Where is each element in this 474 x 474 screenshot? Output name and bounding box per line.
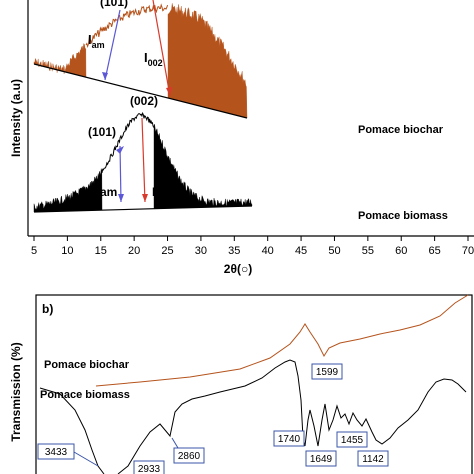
peak-label-2860: 2860 <box>171 437 205 464</box>
peak-label-3433: 3433 <box>37 443 99 467</box>
x-tick-label: 10 <box>61 245 73 257</box>
svg-text:1740: 1740 <box>278 434 301 445</box>
biomass-i-am-label: am <box>100 185 117 199</box>
biomass-peak-002-label: (002) <box>130 94 158 108</box>
biomass-xrd-curve <box>33 111 253 213</box>
peak-label-1649: 1649 <box>305 450 337 467</box>
x-tick-label: 45 <box>295 245 307 257</box>
x-axis-label: 2θ(○) <box>224 262 252 276</box>
biochar-peak-101-label: (101) <box>100 0 128 9</box>
biomass-i-am-arrowhead <box>118 194 124 202</box>
biochar-baseline <box>33 63 248 119</box>
peak-label-2933: 2933 <box>133 460 165 474</box>
biomass-i-002-arrowhead <box>142 194 148 202</box>
ftir-biochar-label: Pomace biochar <box>44 359 130 371</box>
ftir-y-axis-label: Transmission (%) <box>9 342 23 441</box>
x-axis-ticks: 5 10 15 20 25 30 35 40 45 50 55 60 65 70 <box>31 236 474 257</box>
x-tick-label: 35 <box>228 245 240 257</box>
ftir-panel: b) Transmission (%) Pomace biochar Pomac… <box>9 294 473 474</box>
peak-label-1455: 1455 <box>336 431 368 448</box>
biomass-series-label: Pomace biomass <box>358 210 448 222</box>
svg-text:2860: 2860 <box>178 451 201 462</box>
x-tick-label: 20 <box>128 245 140 257</box>
x-tick-label: 25 <box>161 245 173 257</box>
biomass-peak-101-label: (101) <box>88 125 116 139</box>
biomass-xrd-region-right <box>153 123 253 209</box>
x-tick-label: 65 <box>428 245 440 257</box>
x-tick-label: 60 <box>395 245 407 257</box>
biochar-i-002-arrow <box>152 0 171 97</box>
xrd-panel: 5 10 15 20 25 30 35 40 45 50 55 60 65 70 Intensity (a… <box>9 0 474 276</box>
x-tick-label: 40 <box>262 245 274 257</box>
biomass-i-am-arrow <box>119 145 122 203</box>
x-tick-label: 30 <box>195 245 207 257</box>
biomass-101-marker <box>116 146 124 154</box>
svg-text:1455: 1455 <box>341 435 364 446</box>
biomass-xrd-region-left <box>33 168 103 213</box>
biomass-ftir-curve <box>39 359 467 474</box>
biomass-baseline <box>33 205 253 213</box>
svg-text:3433: 3433 <box>45 447 68 458</box>
biochar-i-002-label: I002 <box>144 50 163 68</box>
x-tick-label: 50 <box>328 245 340 257</box>
y-axis-label: Intensity (a.u) <box>9 79 23 157</box>
x-tick-label: 55 <box>362 245 374 257</box>
svg-text:1649: 1649 <box>310 454 333 465</box>
biomass-i-002-label: I <box>152 185 155 199</box>
biochar-xrd-region-left <box>33 43 87 78</box>
biochar-ftir-curve <box>95 294 469 387</box>
svg-text:1599: 1599 <box>316 367 339 378</box>
biochar-series-label: Pomace biochar <box>358 124 444 136</box>
ftir-frame <box>35 294 473 474</box>
biomass-xrd-peak-outline <box>101 111 155 173</box>
peak-label-1740: 1740 <box>273 430 305 447</box>
x-tick-label: 5 <box>31 245 37 257</box>
biochar-i-002-arrowhead <box>166 87 172 96</box>
svg-text:1142: 1142 <box>362 454 384 465</box>
svg-text:2933: 2933 <box>138 464 161 474</box>
peak-label-1599: 1599 <box>311 363 343 380</box>
panel-b-label: b) <box>42 302 53 316</box>
peak-label-1142: 1142 <box>357 450 389 467</box>
biomass-i-002-arrow <box>141 117 146 203</box>
biochar-i-am-arrow <box>104 9 121 81</box>
x-tick-label: 70 <box>462 245 474 257</box>
x-tick-label: 15 <box>95 245 107 257</box>
biochar-i-am-label: Iam <box>88 32 105 50</box>
ftir-biomass-label: Pomace biomass <box>40 389 130 401</box>
biochar-i-am-arrowhead <box>102 72 108 80</box>
